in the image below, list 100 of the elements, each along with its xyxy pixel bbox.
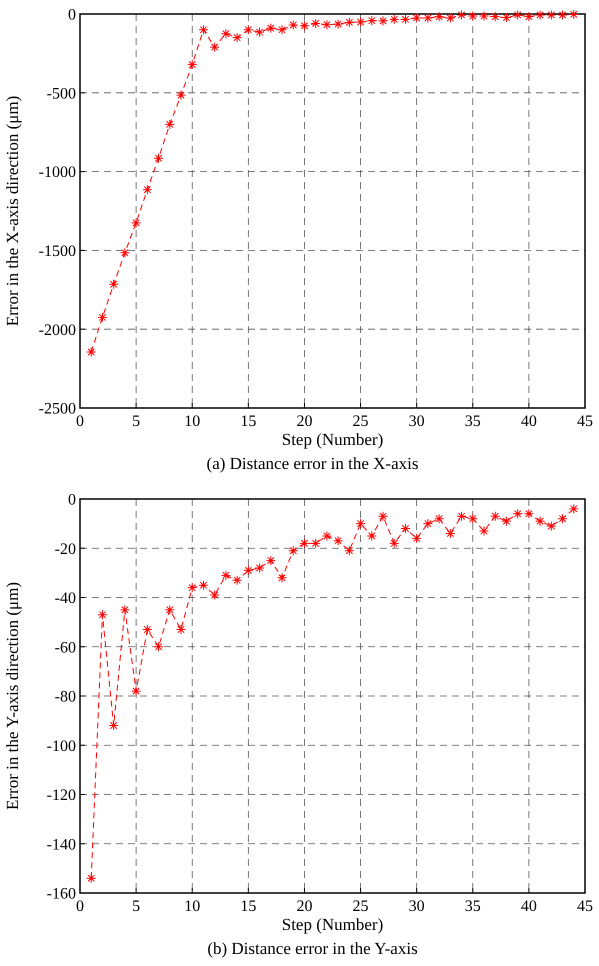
- point: [232, 575, 242, 586]
- point: [310, 18, 321, 28]
- point: [142, 624, 152, 635]
- point: [479, 11, 489, 22]
- x-tick-label: 5: [132, 413, 140, 430]
- y-tick-label: -20: [54, 540, 76, 558]
- point: [366, 16, 377, 26]
- point: [108, 720, 119, 731]
- point: [277, 572, 287, 583]
- text: (b) Distance error in the Y-axis: [207, 939, 418, 958]
- point: [120, 248, 130, 258]
- x-axis-title: Step (Number): [282, 430, 384, 449]
- point: [535, 10, 546, 20]
- point: [468, 514, 478, 524]
- x-tick-label: 25: [352, 413, 369, 430]
- point: [512, 508, 523, 519]
- point: [299, 20, 310, 31]
- point: [232, 32, 242, 43]
- point: [333, 536, 344, 546]
- y-tick-label: 0: [68, 492, 76, 509]
- x-tick-label: 20: [296, 898, 312, 915]
- x-tick-label: 45: [577, 898, 593, 915]
- y-tick-label: -2500: [38, 400, 76, 418]
- point: [97, 610, 108, 620]
- point: [546, 521, 556, 532]
- y-tick-label: -140: [46, 836, 76, 854]
- x-axis-title: Step (Number): [282, 915, 384, 934]
- y-tick-label: 0: [68, 6, 76, 24]
- point: [254, 562, 265, 573]
- point: [299, 538, 310, 548]
- point: [344, 17, 354, 28]
- point: [243, 24, 254, 35]
- x-tick-label: 35: [464, 898, 481, 915]
- point: [220, 570, 231, 580]
- point: [210, 590, 220, 600]
- x-tick-label: 15: [240, 413, 256, 430]
- x-tick-label: 30: [408, 898, 425, 915]
- point: [266, 23, 276, 34]
- point: [198, 580, 208, 590]
- point: [131, 218, 142, 228]
- x-tick-label: 25: [352, 898, 369, 915]
- point: [546, 10, 556, 20]
- point: [86, 347, 96, 358]
- point: [198, 24, 208, 35]
- point: [176, 90, 186, 100]
- point: [322, 20, 332, 30]
- point: [266, 556, 276, 566]
- point: [568, 9, 579, 20]
- point: [322, 530, 332, 541]
- y-tick-label: -500: [46, 85, 76, 102]
- point: [142, 184, 152, 195]
- point: [558, 10, 568, 20]
- point: [389, 14, 400, 24]
- point: [176, 624, 186, 635]
- y-tick-label: -2000: [38, 322, 76, 339]
- x-tick-label: 35: [464, 413, 481, 430]
- point: [456, 10, 467, 20]
- point: [535, 516, 546, 526]
- y-tick-label: -160: [46, 886, 76, 903]
- x-tick-label: 15: [240, 898, 256, 915]
- x-tick-label: 10: [184, 413, 200, 430]
- point: [422, 12, 433, 23]
- point: [97, 312, 108, 322]
- point: [524, 12, 534, 22]
- point: [445, 12, 456, 23]
- point: [400, 14, 410, 24]
- point: [288, 20, 298, 30]
- x-tick-label: 20: [296, 413, 312, 430]
- point: [154, 153, 164, 164]
- point: [333, 19, 344, 30]
- point: [344, 546, 354, 556]
- point: [412, 12, 422, 23]
- y-tick-label: -40: [54, 590, 76, 608]
- y-tick-label: -1500: [38, 243, 76, 260]
- point: [524, 508, 534, 519]
- point: [400, 524, 410, 534]
- point: [568, 504, 579, 514]
- point: [310, 538, 321, 548]
- point: [220, 28, 231, 39]
- point: [131, 686, 142, 696]
- point: [468, 11, 478, 22]
- point: [366, 530, 377, 541]
- x-tick-label: 10: [184, 898, 200, 915]
- point: [243, 565, 254, 576]
- y-axis-title: Error in the Y-axis direction (μm): [3, 582, 22, 810]
- point: [445, 528, 456, 538]
- point: [501, 516, 512, 526]
- point: [558, 514, 568, 524]
- point: [154, 642, 164, 652]
- y-axis-title: Error in the X-axis direction (μm): [3, 96, 22, 326]
- y-tick-label: -1000: [38, 164, 76, 182]
- point: [108, 279, 119, 290]
- y-tick-label: -80: [54, 688, 76, 706]
- point: [490, 511, 500, 522]
- y-tick-label: -60: [54, 639, 76, 656]
- point: [187, 582, 198, 593]
- x-tick-label: 40: [520, 898, 537, 915]
- point: [187, 59, 198, 70]
- point: [164, 604, 175, 615]
- point: [389, 538, 400, 548]
